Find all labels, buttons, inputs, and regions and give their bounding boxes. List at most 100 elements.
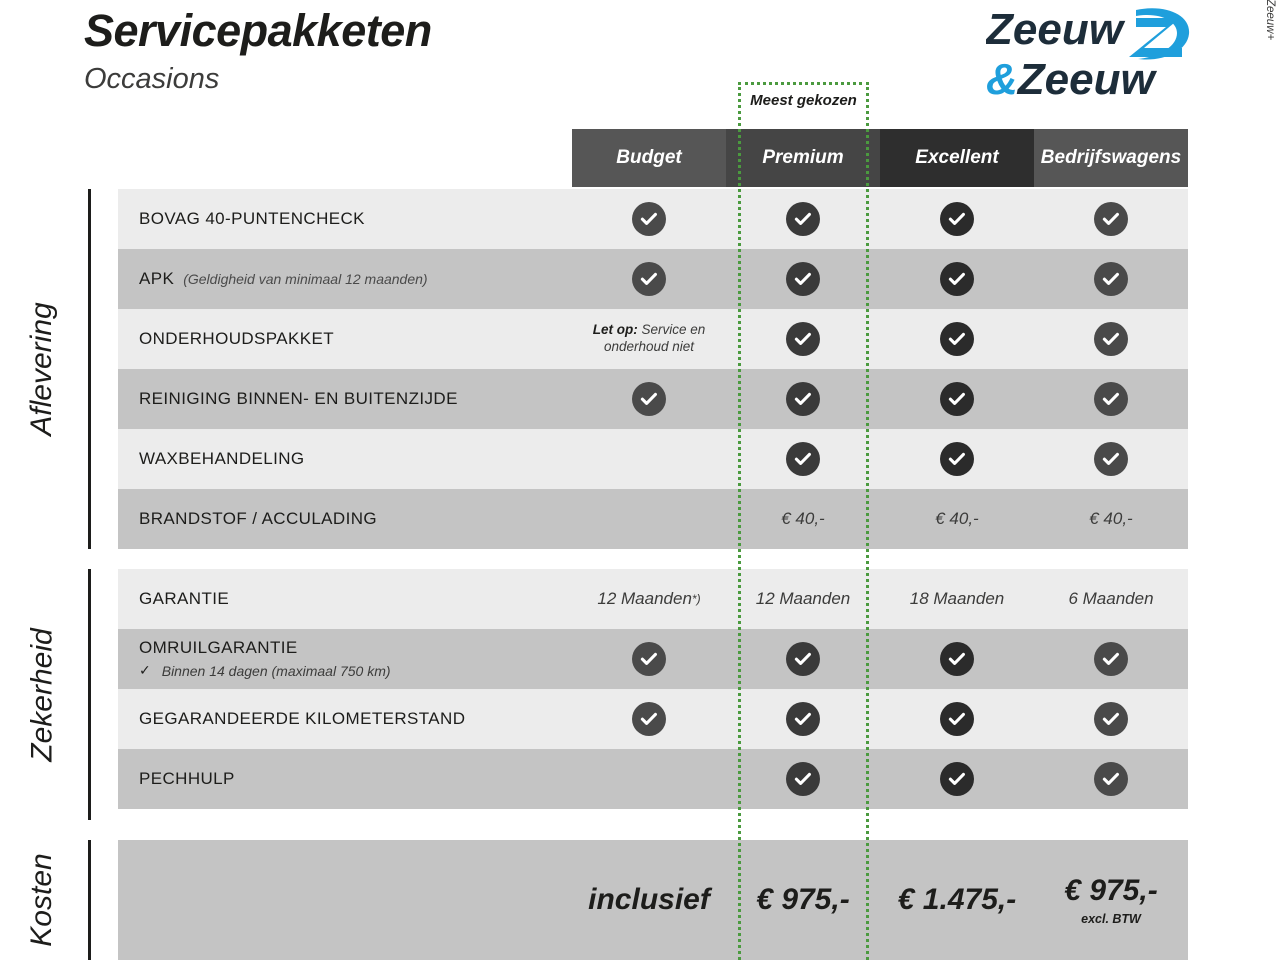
row-cells: Let op: Service en onderhoud niet xyxy=(572,309,1188,369)
check-icon xyxy=(940,702,974,736)
check-icon xyxy=(1094,382,1128,416)
cell-value: € 40,- xyxy=(1089,509,1133,529)
check-icon xyxy=(786,442,820,476)
column-header-label: Bedrijfswagens xyxy=(1040,147,1182,168)
check-icon xyxy=(940,322,974,356)
cell-budget xyxy=(572,689,726,749)
check-icon xyxy=(1094,322,1128,356)
row-label: PECHHULP xyxy=(118,749,572,809)
row-label-text: BRANDSTOF / ACCULADING xyxy=(139,508,378,528)
row-label-text: WAXBEHANDELING xyxy=(139,448,305,468)
table-row: GARANTIE 12 Maanden *) 12 Maanden 18 Maanden… xyxy=(118,569,1188,629)
cell-excellent xyxy=(880,369,1034,429)
check-icon xyxy=(1094,262,1128,296)
price-cell-budget: inclusief xyxy=(572,840,726,960)
price-cell-excellent: € 1.475,- xyxy=(880,840,1034,960)
cell-premium xyxy=(726,689,880,749)
table-row: WAXBEHANDELING xyxy=(118,429,1188,489)
column-header-bedrijfswagens[interactable]: Bedrijfswagens xyxy=(1034,129,1188,187)
check-icon xyxy=(940,442,974,476)
cell-value: € 40,- xyxy=(781,509,825,529)
cell-budget: 12 Maanden *) xyxy=(572,569,726,629)
cell-premium: 12 Maanden xyxy=(726,569,880,629)
section-rail-line xyxy=(88,189,91,549)
table-row: PECHHULP xyxy=(118,749,1188,809)
cell-budget xyxy=(572,429,726,489)
cell-value: 12 Maanden xyxy=(755,589,851,609)
cell-bedrijfswagens xyxy=(1034,309,1188,369)
cell-budget xyxy=(572,489,726,549)
row-cells xyxy=(572,749,1188,809)
cell-bedrijfswagens: € 40,- xyxy=(1034,489,1188,549)
cell-excellent xyxy=(880,249,1034,309)
table-row: OMRUILGARANTIE ✓ Binnen 14 dagen (maximaal… xyxy=(118,629,1188,689)
check-icon xyxy=(786,762,820,796)
section-label-aflevering: Aflevering xyxy=(25,302,58,436)
cell-premium xyxy=(726,429,880,489)
column-header-label: Budget xyxy=(616,147,682,168)
costs-row: inclusief € 975,- € 1.475,- € 975,- excl. BT… xyxy=(118,840,1188,960)
cell-bedrijfswagens: 6 Maanden xyxy=(1034,569,1188,629)
fineprint-line-2: Services en Uitdeuken zonder spuiten zij… xyxy=(1243,0,1260,120)
check-icon xyxy=(786,702,820,736)
svg-text:&Zeeuw: &Zeeuw xyxy=(986,55,1157,104)
cell-value: 18 Maanden xyxy=(909,589,1005,609)
cell-bedrijfswagens xyxy=(1034,369,1188,429)
cell-footnote-marker: *) xyxy=(691,591,701,606)
row-label: GEGARANDEERDE KILOMETERSTAND xyxy=(118,689,572,749)
cell-note-strong: Let op: xyxy=(592,322,638,338)
row-label-note: (Geldigheid van minimaal 12 maanden) xyxy=(183,270,428,287)
check-icon xyxy=(1094,702,1128,736)
table-row: GEGARANDEERDE KILOMETERSTAND xyxy=(118,689,1188,749)
fineprint-block: Het Excellent-servicepakket kan uitsluit… xyxy=(1218,0,1278,120)
row-label-text: BOVAG 40-PUNTENCHECK xyxy=(139,208,365,228)
row-cells xyxy=(572,249,1188,309)
cell-premium xyxy=(726,629,880,689)
row-label: WAXBEHANDELING xyxy=(118,429,572,489)
price-value: inclusief xyxy=(588,883,710,916)
row-label-text: ONDERHOUDSPAKKET xyxy=(139,328,335,348)
row-sublabel: ✓ Binnen 14 dagen (maximaal 750 km) xyxy=(139,662,572,679)
row-label: OMRUILGARANTIE ✓ Binnen 14 dagen (maximaal… xyxy=(118,629,572,689)
row-label-text: GARANTIE xyxy=(139,588,230,608)
cell-excellent xyxy=(880,429,1034,489)
fineprint-line-1: Het Excellent-servicepakket kan uitsluit… xyxy=(1261,0,1278,120)
cell-excellent xyxy=(880,629,1034,689)
column-header-label: Premium xyxy=(762,147,844,168)
check-icon xyxy=(940,642,974,676)
page-title: Servicepakketen xyxy=(84,5,432,56)
cell-value: € 40,- xyxy=(935,509,979,529)
row-cells: 12 Maanden *) 12 Maanden 18 Maanden 6 Maande… xyxy=(572,569,1188,629)
table-row: BRANDSTOF / ACCULADING € 40,- € 40,- € 40,- xyxy=(118,489,1188,549)
check-icon xyxy=(632,382,666,416)
column-header-label: Excellent xyxy=(915,147,999,168)
check-icon xyxy=(940,202,974,236)
row-label: APK (Geldigheid van minimaal 12 maanden) xyxy=(118,249,572,309)
cell-premium: € 40,- xyxy=(726,489,880,549)
column-header-excellent[interactable]: Excellent xyxy=(880,129,1034,187)
cell-value: 12 Maanden xyxy=(597,589,692,609)
cell-excellent xyxy=(880,689,1034,749)
column-header-premium[interactable]: Premium xyxy=(726,129,880,187)
cell-bedrijfswagens xyxy=(1034,249,1188,309)
row-cells xyxy=(572,429,1188,489)
row-label-text: REINIGING BINNEN- EN BUITENZIJDE xyxy=(139,388,458,408)
cell-budget xyxy=(572,369,726,429)
cell-budget xyxy=(572,189,726,249)
cell-premium xyxy=(726,369,880,429)
cell-premium xyxy=(726,249,880,309)
column-header-budget[interactable]: Budget xyxy=(572,129,726,187)
section-rail-line xyxy=(88,840,91,960)
row-cells xyxy=(572,629,1188,689)
price-value: € 975,- xyxy=(756,883,850,916)
section-gap xyxy=(118,549,1188,569)
cell-budget: Let op: Service en onderhoud niet xyxy=(572,309,726,369)
check-icon xyxy=(940,382,974,416)
check-icon xyxy=(786,262,820,296)
column-header-bar: Budget Premium Excellent Bedrijfswagens xyxy=(572,129,1188,187)
price-value: € 1.475,- xyxy=(897,883,1017,916)
check-icon xyxy=(786,382,820,416)
cell-excellent: € 40,- xyxy=(880,489,1034,549)
row-sublabel-text: Binnen 14 dagen (maximaal 750 km) xyxy=(161,662,391,679)
